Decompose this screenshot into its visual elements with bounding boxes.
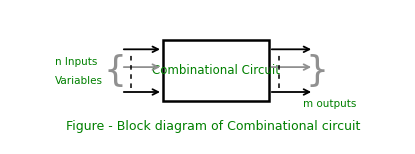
Text: m outputs: m outputs (303, 99, 357, 109)
Bar (163, 40, 269, 101)
Text: {: { (103, 54, 126, 88)
Text: Variables: Variables (55, 76, 103, 86)
Text: }: } (306, 54, 329, 88)
Text: Figure - Block diagram of Combinational circuit: Figure - Block diagram of Combinational … (66, 120, 360, 133)
Text: Combinational Circuit: Combinational Circuit (152, 64, 280, 77)
Text: n Inputs: n Inputs (55, 57, 98, 67)
